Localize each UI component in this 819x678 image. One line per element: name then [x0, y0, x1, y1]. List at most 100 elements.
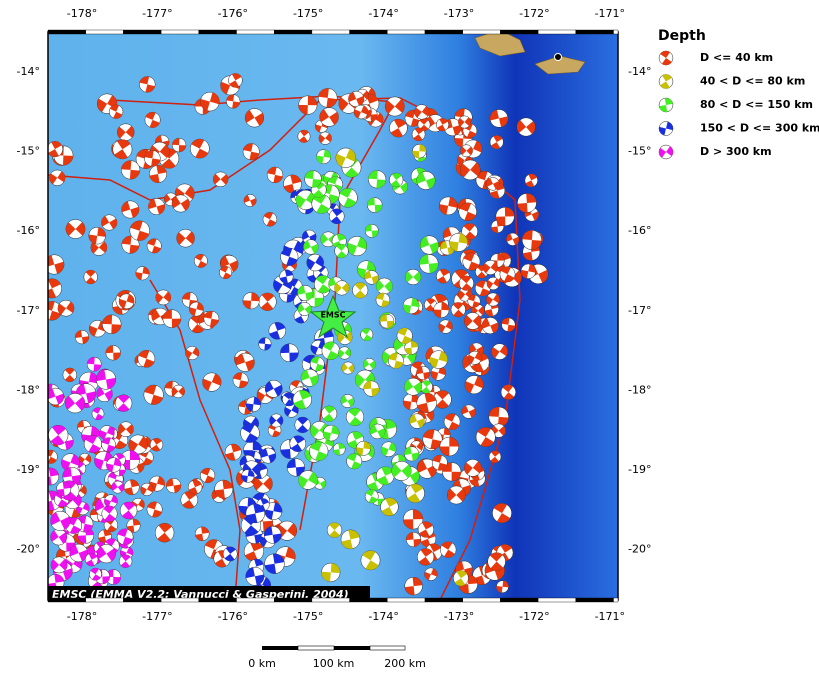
beachball-quadrant — [86, 391, 96, 404]
focal-mechanism — [438, 196, 458, 216]
beachball-quadrant — [303, 240, 311, 251]
beachball-quadrant — [425, 304, 435, 312]
focal-mechanism — [101, 505, 118, 522]
beachball-quadrant — [442, 462, 452, 472]
beachball-quadrant — [220, 81, 231, 95]
beachball-quadrant — [463, 223, 475, 232]
beachball-quadrant — [314, 297, 324, 308]
focal-mechanism — [121, 160, 141, 180]
beachball-quadrant — [462, 355, 473, 369]
beachball-quadrant — [89, 325, 98, 337]
beachball-quadrant — [245, 567, 255, 579]
focal-mechanism — [364, 270, 379, 285]
beachball-quadrant — [280, 343, 290, 354]
beachball-quadrant — [243, 194, 251, 203]
focal-mechanism — [303, 239, 319, 255]
beachball-quadrant — [246, 513, 258, 523]
beachball-quadrant — [310, 345, 319, 355]
beachball-quadrant — [144, 385, 157, 395]
focal-mechanism — [658, 97, 674, 113]
focal-mechanism — [416, 392, 437, 414]
beachball-quadrant — [293, 399, 306, 409]
beachball-quadrant — [332, 208, 343, 217]
beachball-quadrant — [429, 543, 441, 553]
frame-tick — [198, 29, 237, 35]
beachball-quadrant — [469, 343, 477, 354]
beachball-quadrant — [476, 346, 484, 356]
beachball-quadrant — [473, 140, 483, 153]
focal-mechanism — [486, 177, 500, 191]
beachball-quadrant — [448, 421, 460, 430]
beachball-quadrant — [106, 463, 114, 473]
beachball-quadrant — [339, 188, 353, 198]
lat-label: -18° — [628, 383, 651, 396]
scale-segment — [334, 646, 370, 650]
beachball-quadrant — [58, 532, 67, 544]
beachball-quadrant — [272, 430, 281, 437]
beachball-quadrant — [662, 58, 672, 66]
beachball-quadrant — [409, 414, 417, 424]
beachball-quadrant — [286, 294, 296, 303]
beachball-quadrant — [159, 144, 170, 158]
beachball-quadrant — [490, 456, 499, 463]
beachball-quadrant — [310, 356, 320, 364]
frame-tick — [424, 597, 463, 603]
focal-mechanism — [50, 556, 68, 574]
beachball-quadrant — [445, 320, 453, 330]
focal-mechanism — [500, 384, 517, 400]
beachball-quadrant — [410, 483, 424, 494]
beachball-quadrant — [156, 165, 167, 174]
focal-mechanism — [119, 501, 138, 520]
beachball-quadrant — [463, 252, 475, 262]
beachball-quadrant — [468, 408, 476, 418]
beachball-quadrant — [454, 138, 464, 148]
focal-mechanism — [387, 352, 404, 369]
focal-mechanism — [375, 466, 395, 486]
beachball-quadrant — [451, 471, 461, 482]
focal-mechanism — [467, 294, 481, 308]
beachball-quadrant — [344, 348, 351, 357]
beachball-quadrant — [302, 230, 310, 240]
beachball-quadrant — [166, 478, 174, 487]
beachball-quadrant — [263, 477, 273, 491]
beachball-quadrant — [155, 292, 164, 304]
focal-mechanism — [190, 138, 210, 159]
focal-mechanism — [269, 413, 284, 428]
focal-mechanism — [298, 95, 318, 115]
beachball-quadrant — [76, 505, 83, 515]
beachball-quadrant — [425, 177, 436, 189]
beachball-quadrant — [498, 426, 506, 436]
beachball-quadrant — [82, 336, 89, 344]
beachball-quadrant — [455, 561, 465, 572]
beachball-quadrant — [419, 144, 427, 152]
beachball-quadrant — [192, 480, 202, 488]
beachball-quadrant — [371, 387, 380, 397]
beachball-quadrant — [264, 563, 277, 574]
focal-mechanism — [245, 566, 265, 586]
lat-label: -17° — [17, 304, 40, 317]
beachball-quadrant — [158, 523, 172, 533]
beachball-quadrant — [151, 444, 161, 452]
beachball-quadrant — [458, 233, 468, 244]
beachball-quadrant — [197, 260, 207, 268]
beachball-quadrant — [56, 488, 65, 497]
beachball-quadrant — [362, 90, 369, 100]
beachball-quadrant — [262, 577, 271, 589]
beachball-quadrant — [104, 498, 111, 508]
lon-label: -176° — [218, 610, 248, 623]
beachball-quadrant — [326, 97, 338, 108]
beachball-quadrant — [315, 255, 324, 267]
focal-mechanism — [306, 253, 324, 272]
focal-mechanism — [143, 384, 164, 405]
focal-mechanism — [391, 460, 412, 481]
focal-mechanism — [268, 322, 286, 340]
beachball-quadrant — [48, 388, 56, 400]
beachball-quadrant — [401, 464, 412, 479]
beachball-quadrant — [50, 530, 59, 542]
focal-mechanism — [329, 208, 345, 225]
beachball-quadrant — [229, 260, 239, 272]
beachball-quadrant — [384, 280, 393, 293]
beachball-quadrant — [117, 403, 130, 412]
beachball-quadrant — [341, 363, 348, 372]
focal-mechanism — [244, 108, 265, 128]
